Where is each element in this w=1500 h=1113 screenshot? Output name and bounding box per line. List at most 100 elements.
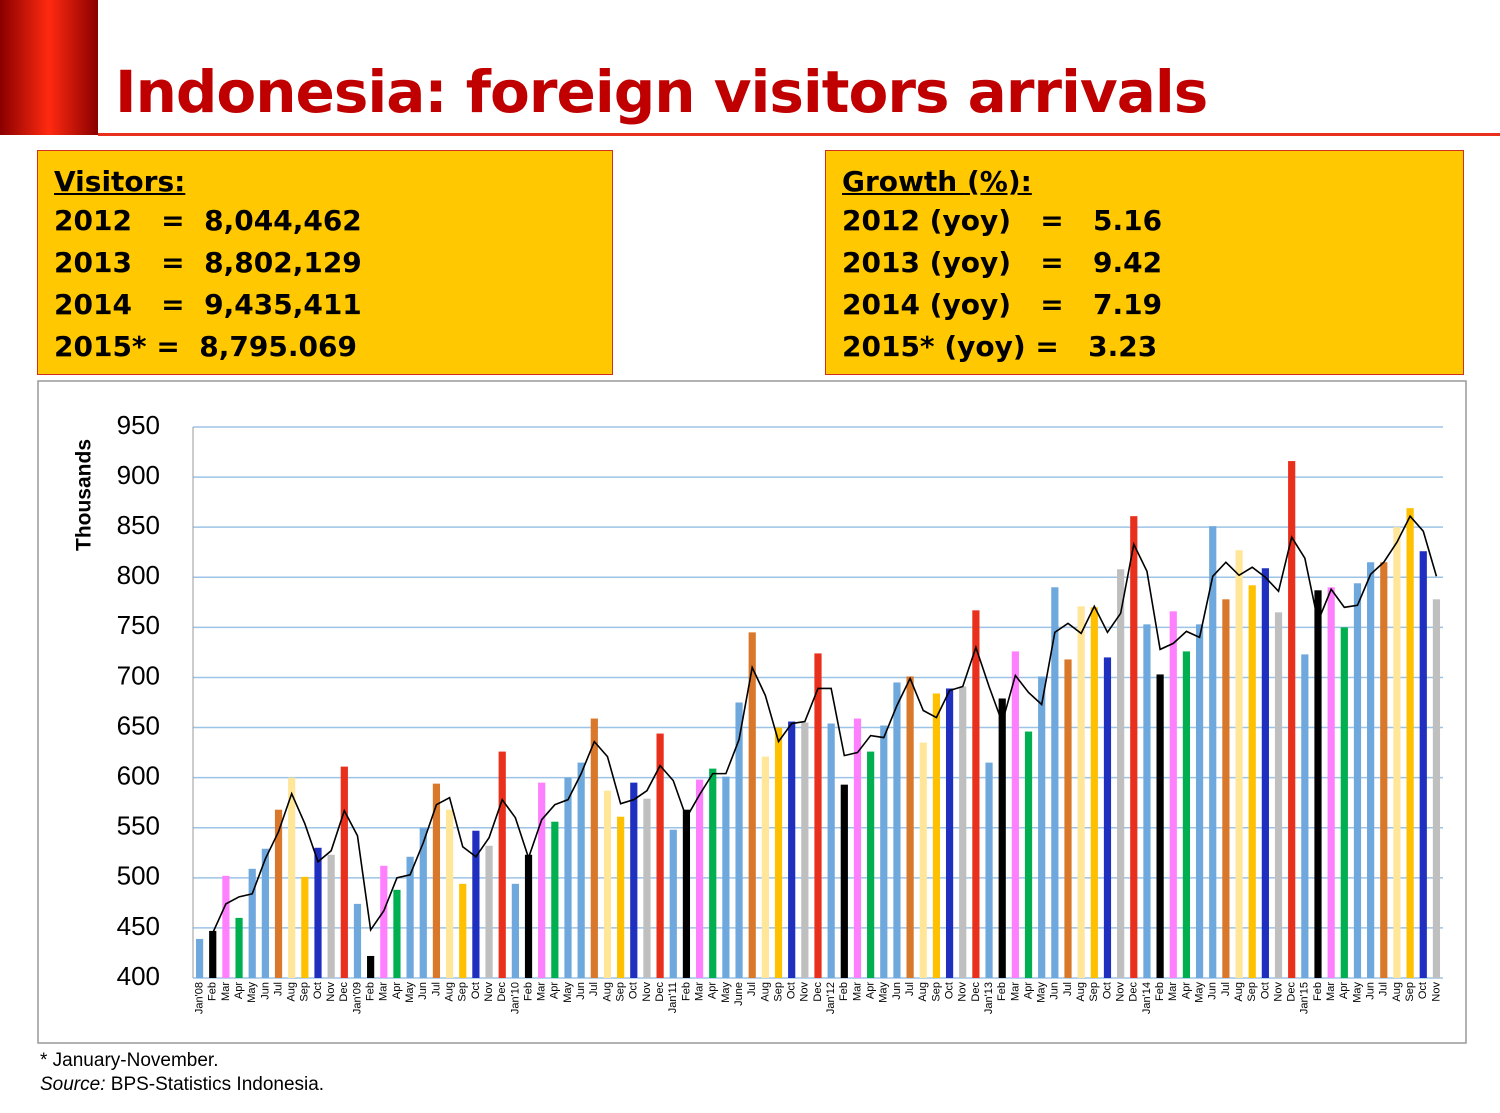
x-tick-label: Jul (588, 982, 600, 996)
x-tick-label: Apr (1180, 982, 1192, 999)
bar (906, 676, 914, 978)
x-tick-label: Nov (1430, 982, 1442, 1002)
y-tick-label: 850 (117, 510, 160, 540)
y-tick-label: 600 (117, 761, 160, 791)
bar (761, 756, 769, 978)
bar (617, 816, 625, 978)
x-tick-label: Jan'10 (509, 982, 521, 1014)
bar (1064, 659, 1072, 978)
bar (814, 653, 822, 978)
x-tick-label: Jun (417, 982, 429, 1000)
bar (590, 718, 598, 978)
x-tick-label: Oct (312, 982, 324, 999)
x-tick-label: Nov (799, 982, 811, 1002)
x-tick-label: May (720, 982, 732, 1003)
header-decoration (0, 0, 98, 135)
bar (1195, 624, 1204, 978)
bar (774, 727, 783, 978)
x-tick-label: Apr (1022, 982, 1034, 999)
x-tick-label: Apr (233, 982, 245, 999)
x-tick-label: Oct (943, 982, 955, 999)
x-tick-label: June (733, 982, 745, 1006)
y-axis-label: Thousands (73, 439, 96, 551)
x-tick-label: Aug (1233, 982, 1245, 1002)
bar (551, 821, 559, 978)
x-tick-label: May (1351, 982, 1363, 1003)
box-heading: Growth (%): (842, 165, 1032, 198)
bar (406, 856, 414, 978)
x-tick-label: Apr (707, 982, 719, 999)
x-tick-label: Mar (693, 982, 705, 1001)
bar (972, 610, 980, 978)
bar (1314, 590, 1322, 978)
x-tick-label: Aug (917, 982, 929, 1002)
bar (485, 845, 493, 978)
bar (195, 938, 204, 978)
x-tick-label: Dec (338, 982, 350, 1002)
footnote: * January-November. (40, 1050, 219, 1071)
x-tick-label: Jul (746, 982, 758, 996)
x-tick-label: Dec (496, 982, 508, 1002)
x-tick-label: Sep (772, 982, 784, 1002)
x-tick-label: Dec (1128, 982, 1140, 1002)
bar (314, 847, 322, 978)
x-tick-label: Aug (443, 982, 455, 1002)
x-tick-label: Jul (430, 982, 442, 996)
x-tick-label: Jan'09 (351, 982, 363, 1014)
x-tick-label: Jul (272, 982, 284, 996)
x-tick-label: Mar (378, 982, 390, 1001)
bar (524, 854, 533, 978)
x-tick-label: Jun (575, 982, 587, 1000)
bar (735, 702, 743, 978)
box-row: 2014 (yoy) = 7.19 (842, 288, 1163, 321)
x-tick-label: Dec (970, 982, 982, 1002)
x-tick-label: May (246, 982, 258, 1003)
bar (1235, 550, 1243, 978)
bar (1274, 612, 1283, 978)
x-tick-label: Mar (1325, 982, 1337, 1001)
x-tick-label: Jun (1207, 982, 1219, 1000)
source-note: Source: BPS-Statistics Indonesia. (40, 1074, 324, 1096)
bar (380, 865, 388, 978)
bar (327, 854, 335, 978)
bar (932, 693, 941, 978)
box-row: 2015* = 8,795.069 (54, 330, 357, 363)
bar (459, 883, 467, 978)
bar (340, 766, 348, 978)
x-tick-label: Jul (1220, 982, 1232, 996)
x-tick-label: May (878, 982, 890, 1003)
x-tick-label: May (404, 982, 416, 1003)
x-tick-label: Jun (1365, 982, 1377, 1000)
x-tick-label: Feb (207, 982, 219, 1001)
bar (1169, 611, 1177, 978)
box-heading: Visitors: (54, 165, 186, 198)
x-tick-label: Nov (483, 982, 495, 1002)
source-label: Source: (40, 1074, 106, 1095)
bar (1051, 587, 1059, 978)
x-tick-label: Oct (1101, 982, 1113, 999)
x-tick-label: Jul (1378, 982, 1390, 996)
x-tick-label: Feb (365, 982, 377, 1001)
bar (511, 883, 519, 978)
bar (1209, 526, 1217, 978)
y-tick-label: 750 (117, 610, 160, 640)
x-tick-label: Aug (759, 982, 771, 1002)
x-tick-label: Feb (996, 982, 1008, 1001)
x-tick-label: Oct (1259, 982, 1271, 999)
box-row: 2013 (yoy) = 9.42 (842, 246, 1163, 279)
bar (274, 809, 283, 978)
box-row: 2012 (yoy) = 5.16 (842, 204, 1163, 237)
bar (893, 682, 901, 978)
bar (695, 779, 704, 978)
bar (788, 721, 796, 978)
x-tick-label: Oct (1417, 982, 1429, 999)
x-tick-label: Sep (299, 982, 311, 1002)
visitors-box: Visitors: 2012 = 8,044,462 2013 = 8,802,… (37, 150, 613, 375)
x-tick-label: Nov (957, 982, 969, 1002)
box-row: 2012 = 8,044,462 (54, 204, 362, 237)
x-tick-label: Jan'14 (1141, 982, 1153, 1014)
x-tick-label: Oct (470, 982, 482, 999)
x-tick-label: Jun (259, 982, 271, 1000)
bar (1288, 461, 1296, 978)
